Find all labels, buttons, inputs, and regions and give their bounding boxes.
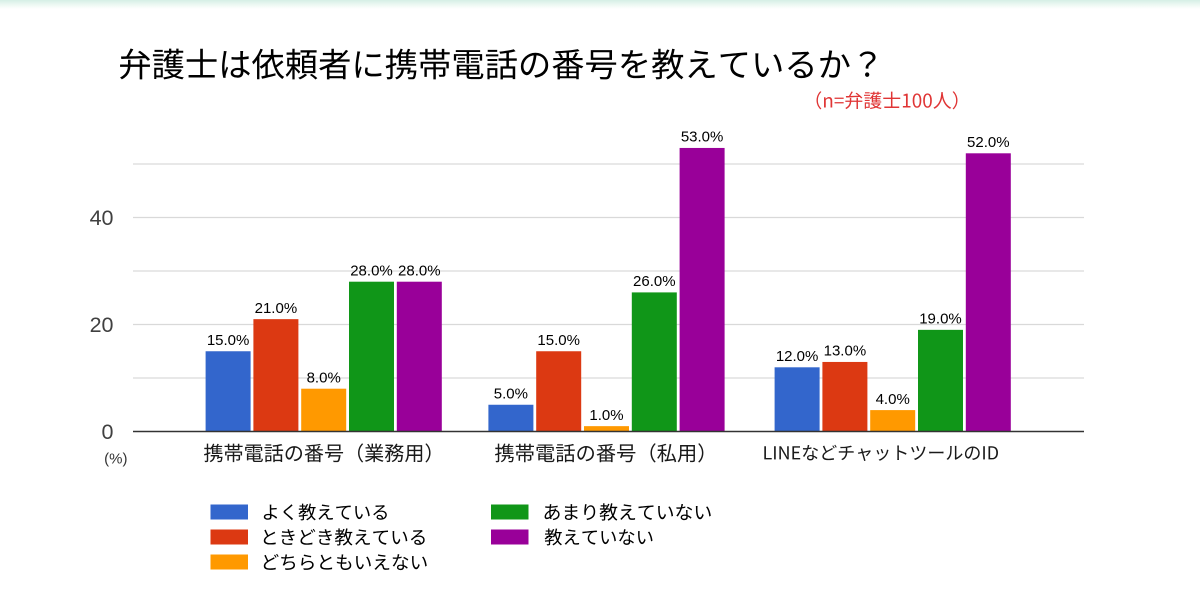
svg-text:0: 0 [102,420,114,444]
svg-text:15.0%: 15.0% [537,332,580,349]
svg-text:26.0%: 26.0% [633,273,676,290]
svg-text:19.0%: 19.0% [919,311,962,328]
svg-text:13.0%: 13.0% [824,343,867,360]
svg-text:5.0%: 5.0% [494,385,528,402]
svg-text:21.0%: 21.0% [255,300,298,317]
svg-text:40: 40 [90,206,114,230]
svg-text:12.0%: 12.0% [776,348,819,365]
svg-text:28.0%: 28.0% [398,262,441,279]
svg-text:8.0%: 8.0% [307,369,341,386]
svg-text:28.0%: 28.0% [350,262,393,279]
svg-text:15.0%: 15.0% [207,332,250,349]
svg-text:1.0%: 1.0% [589,407,623,424]
svg-text:53.0%: 53.0% [681,129,724,146]
svg-text:20: 20 [90,313,114,337]
svg-text:52.0%: 52.0% [967,134,1010,151]
svg-text:(%): (%) [104,451,127,468]
svg-text:4.0%: 4.0% [876,391,910,408]
